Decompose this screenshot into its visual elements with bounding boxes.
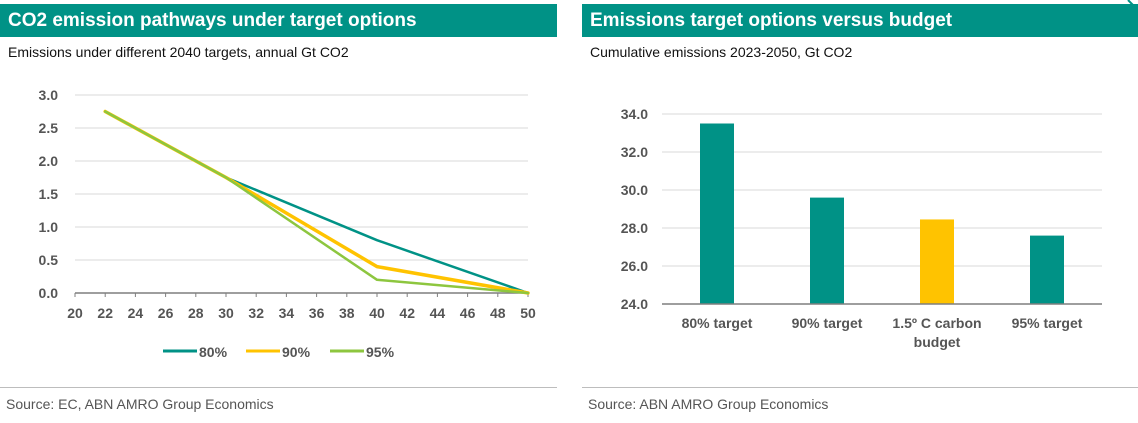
corner-fold-icon — [1127, 0, 1138, 11]
line-x-tick-label: 38 — [339, 305, 355, 321]
line-y-tick-label: 2.0 — [39, 153, 59, 169]
line-chart: 0.0 0.5 1.0 1.5 2.0 2.5 3.0 20 22 24 26 28 30 32 34 36 3… — [39, 87, 536, 360]
line-x-tick-label: 22 — [97, 305, 113, 321]
bar-category-label: 90% target — [792, 315, 863, 331]
line-x-tick-label: 20 — [67, 305, 83, 321]
bar-4 — [1030, 235, 1064, 304]
line-y-tick-label: 0.0 — [39, 285, 59, 301]
bar-category-label: 1.5º C carbon — [892, 315, 981, 331]
line-x-tick-label: 32 — [248, 305, 264, 321]
bar-y-tick-label: 32.0 — [621, 144, 648, 160]
line-y-tick-label: 2.5 — [39, 120, 59, 136]
bar-category-label: budget — [914, 334, 961, 350]
line-x-tick-label: 46 — [460, 305, 476, 321]
line-series-90-percent — [103, 109, 530, 295]
line-y-tick-label: 0.5 — [39, 252, 59, 268]
bar-y-tick-label: 26.0 — [621, 258, 648, 274]
bar-category-label: 80% target — [682, 315, 753, 331]
line-x-tick-label: 50 — [520, 305, 536, 321]
legend-label-90-percent: 90% — [282, 344, 311, 360]
left-chart-panel: CO2 emission pathways under target optio… — [0, 0, 557, 423]
line-series-80-percent — [103, 110, 530, 295]
line-y-tick-label: 3.0 — [39, 87, 59, 103]
line-x-tick-label: 44 — [430, 305, 446, 321]
right-chart-subtitle: Cumulative emissions 2023-2050, Gt CO2 — [590, 44, 853, 60]
bar-2 — [810, 197, 844, 304]
bar-1 — [700, 123, 734, 304]
bar-y-tick-label: 34.0 — [621, 106, 648, 122]
bar-y-tick-label: 30.0 — [621, 182, 648, 198]
line-y-tick-label: 1.5 — [39, 186, 59, 202]
line-x-tick-label: 24 — [128, 305, 144, 321]
right-source-note: Source: ABN AMRO Group Economics — [588, 396, 829, 412]
left-source-note: Source: EC, ABN AMRO Group Economics — [6, 396, 274, 412]
line-x-tick-label: 42 — [399, 305, 415, 321]
right-footer-divider — [582, 387, 1138, 388]
right-chart-title: Emissions target options versus budget — [582, 4, 1138, 37]
line-x-tick-label: 30 — [218, 305, 234, 321]
line-x-tick-label: 34 — [279, 305, 295, 321]
line-x-tick-label: 40 — [369, 305, 385, 321]
left-chart-title: CO2 emission pathways under target optio… — [0, 4, 557, 37]
bar-chart: 24.0 26.0 28.0 30.0 32.0 34.0 80% target 90% ta… — [621, 106, 1102, 350]
left-chart-subtitle: Emissions under different 2040 targets, … — [8, 44, 349, 60]
line-y-tick-label: 1.0 — [39, 219, 59, 235]
line-x-tick-label: 28 — [188, 305, 204, 321]
right-chart-panel: Emissions target options versus budget C… — [582, 0, 1138, 423]
bar-y-tick-label: 28.0 — [621, 220, 648, 236]
legend-label-95-percent: 95% — [366, 344, 395, 360]
line-x-tick-label: 36 — [309, 305, 325, 321]
bar-y-tick-label: 24.0 — [621, 296, 648, 312]
line-x-tick-label: 48 — [490, 305, 506, 321]
bar-category-label: 95% target — [1012, 315, 1083, 331]
line-x-tick-label: 26 — [158, 305, 174, 321]
line-series-95-percent — [103, 110, 530, 295]
left-footer-divider — [0, 387, 557, 388]
legend-label-80-percent: 80% — [199, 344, 228, 360]
bar-3 — [920, 219, 954, 304]
